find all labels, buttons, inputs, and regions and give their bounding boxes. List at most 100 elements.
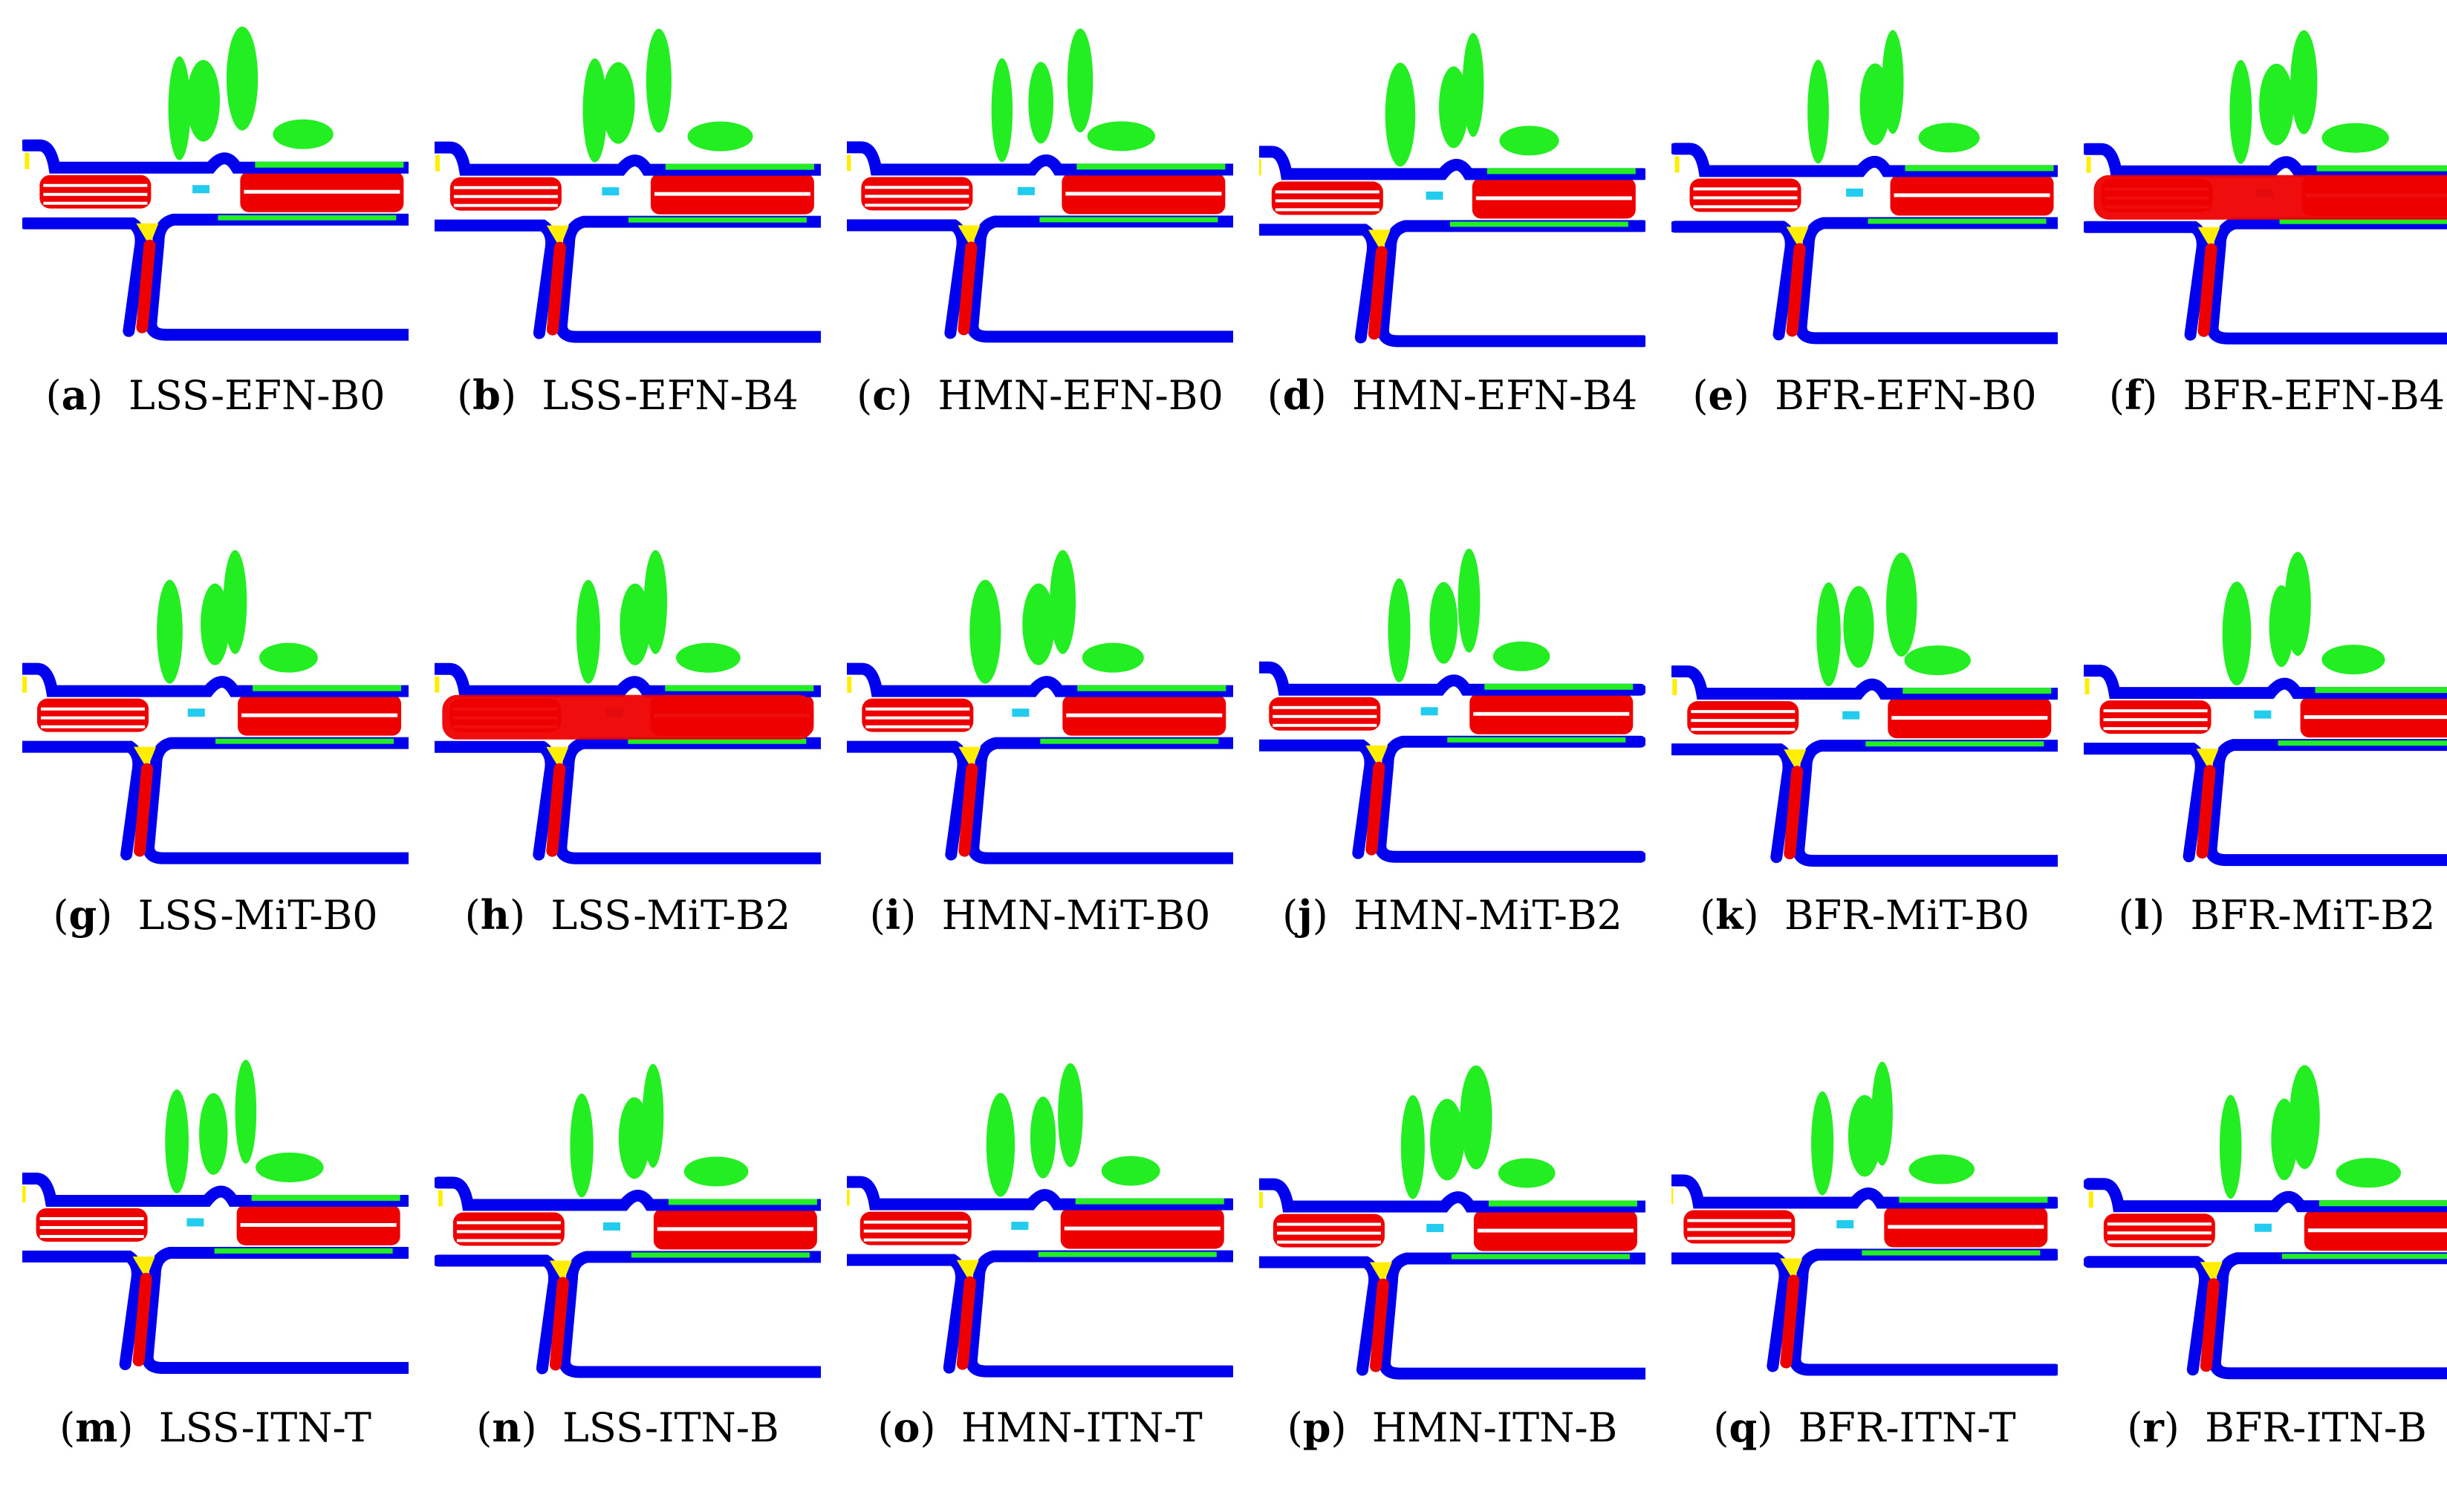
lane-divider xyxy=(1065,192,1222,196)
lane-divider xyxy=(1064,1226,1221,1231)
crosswalk xyxy=(958,225,981,248)
vegetation-region xyxy=(1430,1098,1465,1181)
caption-paren: ) xyxy=(117,1404,159,1451)
crosswalk xyxy=(438,1190,443,1207)
caption-label: BFR-MiT-B0 xyxy=(1784,892,2030,939)
small-object xyxy=(601,1219,623,1233)
vegetation-region xyxy=(199,1092,228,1175)
caption-letter: e xyxy=(1708,371,1734,419)
vehicle-region xyxy=(2103,1213,2215,1248)
segmentation-map xyxy=(1259,548,1645,863)
crosswalk xyxy=(1786,227,1809,250)
vegetation-strip xyxy=(1488,1200,1637,1207)
road-boundary xyxy=(2209,1252,2447,1380)
caption-letter: f xyxy=(2124,371,2142,419)
caption-paren: ) xyxy=(1743,892,1784,939)
vegetation-strip xyxy=(1449,221,1628,227)
road-boundary xyxy=(435,219,558,339)
lane-divider xyxy=(1693,196,1798,200)
crosswalk xyxy=(22,676,27,693)
caption-paren: ) xyxy=(2142,372,2183,419)
caption-paren: ) xyxy=(509,892,551,939)
vegetation-strip xyxy=(1075,1198,1224,1205)
vegetation-region xyxy=(1904,645,1971,676)
caption-label: BFR-EFN-B4 xyxy=(2183,372,2446,419)
lane-divider xyxy=(1473,711,1630,716)
vegetation-region xyxy=(2284,552,2311,656)
small-object xyxy=(1010,706,1032,720)
vegetation-region xyxy=(2290,30,2318,134)
road-boundary xyxy=(2084,1256,2212,1376)
caption-paren: ) xyxy=(1310,372,1352,419)
vehicle-region xyxy=(2099,700,2212,734)
caption-paren: ( xyxy=(457,372,473,419)
caption-label: BFR-EFN-B0 xyxy=(1775,372,2037,419)
vegetation-region xyxy=(1492,641,1550,671)
vegetation-strip xyxy=(1484,683,1634,690)
caption-paren: ) xyxy=(500,372,542,419)
caption-paren: ( xyxy=(1282,892,1299,939)
road-boundary xyxy=(1259,146,1645,180)
panel-caption: (f) BFR-EFN-B4 xyxy=(2054,371,2447,419)
crosswalk xyxy=(1259,159,1261,176)
caption-label: BFR-ITN-T xyxy=(1798,1404,2016,1451)
caption-paren: ( xyxy=(869,892,885,939)
lane-divider xyxy=(453,203,558,207)
vehicle-region xyxy=(449,177,562,211)
caption-label: HMN-MiT-B0 xyxy=(941,892,1211,939)
vegetation-strip xyxy=(1040,738,1219,744)
vehicle-region xyxy=(1271,181,1383,215)
road-boundary xyxy=(22,740,145,861)
road-boundary xyxy=(1671,665,2058,700)
vegetation-region xyxy=(676,642,741,673)
crosswalk xyxy=(546,746,569,769)
lane-divider xyxy=(1477,1228,1634,1233)
vegetation-region xyxy=(1082,642,1144,673)
road-boundary xyxy=(555,215,821,343)
crosswalk xyxy=(847,1189,850,1206)
vehicle-region xyxy=(1269,697,1381,731)
road-boundary xyxy=(22,1172,409,1207)
road-boundary xyxy=(22,1250,143,1370)
vegetation-region xyxy=(226,26,259,131)
lane-divider xyxy=(1475,196,1632,201)
lane-divider xyxy=(865,203,969,207)
road-boundary xyxy=(1789,1248,2058,1376)
panel-caption: (p) HMN-ITN-B xyxy=(1229,1404,1675,1451)
vehicle-region xyxy=(958,241,978,336)
vegetation-region xyxy=(1087,121,1156,151)
segmentation-map xyxy=(1259,33,1645,348)
lane-divider xyxy=(1687,1228,1792,1231)
crosswalk xyxy=(847,154,851,172)
vegetation-strip xyxy=(253,685,402,691)
caption-letter: g xyxy=(68,891,97,939)
lane-divider xyxy=(453,195,558,198)
lane-divider xyxy=(657,1227,813,1231)
lane-divider xyxy=(654,192,810,196)
road-boundary xyxy=(1259,1256,1381,1376)
crosswalk xyxy=(2088,1191,2093,1208)
lane-divider xyxy=(865,716,970,720)
road-boundary xyxy=(847,1254,968,1374)
crosswalk xyxy=(2200,1262,2223,1285)
vegetation-region xyxy=(2321,645,2385,675)
crosswalk xyxy=(1784,749,1807,772)
lane-divider xyxy=(39,1234,144,1238)
vehicle-region xyxy=(1780,1274,1800,1369)
crosswalk xyxy=(1259,1191,1263,1208)
vegetation-region xyxy=(1385,62,1416,167)
caption-letter: c xyxy=(872,371,897,419)
vegetation-region xyxy=(986,1092,1015,1197)
vehicle-region xyxy=(546,763,566,857)
lane-divider xyxy=(39,1225,144,1229)
small-object xyxy=(1418,705,1440,718)
road-boundary xyxy=(1377,220,1645,348)
road-boundary xyxy=(1671,743,1795,864)
road-boundary xyxy=(22,139,409,174)
caption-label: HMN-EFN-B4 xyxy=(1351,372,1638,419)
lane-divider xyxy=(1691,710,1796,714)
road-boundary xyxy=(2084,1178,2447,1213)
panel-caption: (d) HMN-EFN-B4 xyxy=(1229,371,1675,419)
vegetation-strip xyxy=(631,1252,810,1258)
